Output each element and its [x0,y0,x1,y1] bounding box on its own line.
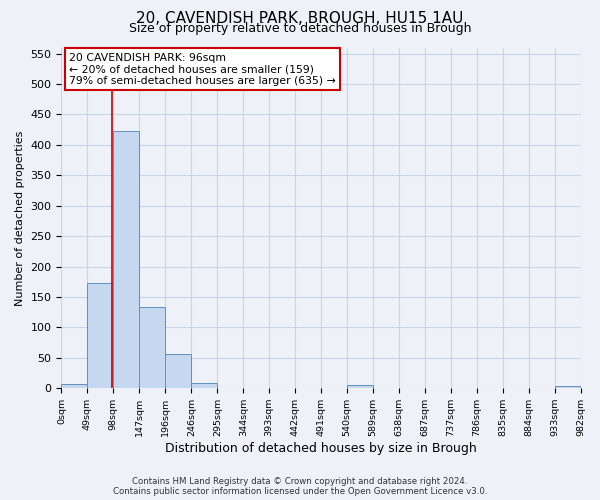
Bar [113,132,139,388]
Bar [165,354,191,388]
Text: 20, CAVENDISH PARK, BROUGH, HU15 1AU: 20, CAVENDISH PARK, BROUGH, HU15 1AU [136,11,464,26]
Bar [347,385,373,388]
Bar [139,308,165,388]
Bar [61,384,88,388]
Bar [88,283,113,388]
Bar [191,384,217,388]
Text: 20 CAVENDISH PARK: 96sqm
← 20% of detached houses are smaller (159)
79% of semi-: 20 CAVENDISH PARK: 96sqm ← 20% of detach… [69,52,336,86]
Bar [554,386,580,388]
Y-axis label: Number of detached properties: Number of detached properties [15,130,25,306]
Text: Size of property relative to detached houses in Brough: Size of property relative to detached ho… [129,22,471,35]
Text: Contains HM Land Registry data © Crown copyright and database right 2024.
Contai: Contains HM Land Registry data © Crown c… [113,476,487,496]
X-axis label: Distribution of detached houses by size in Brough: Distribution of detached houses by size … [165,442,477,455]
